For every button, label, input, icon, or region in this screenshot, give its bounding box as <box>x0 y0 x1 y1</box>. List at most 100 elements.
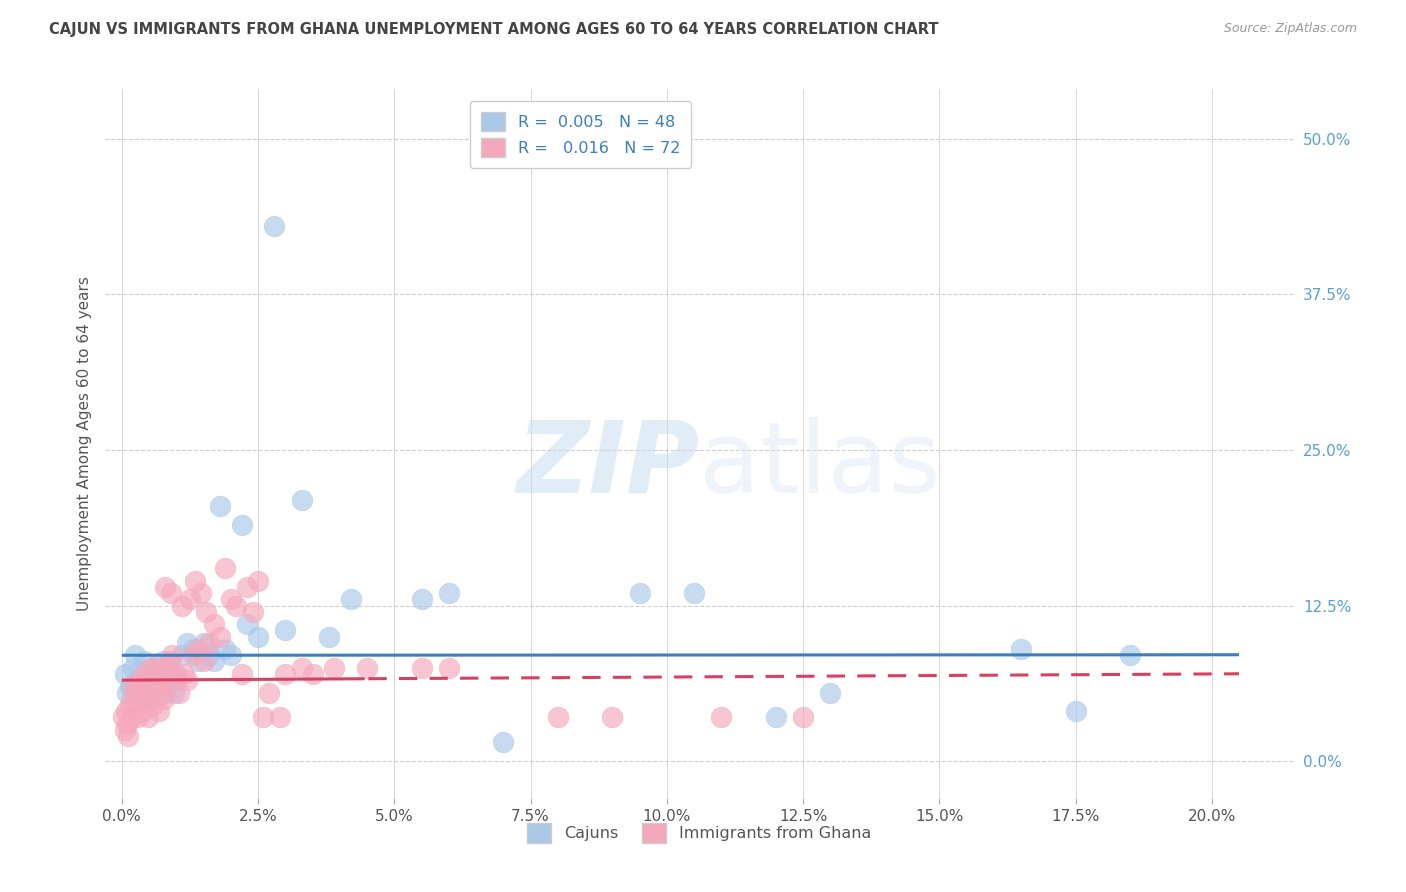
Point <box>411 661 433 675</box>
Point <box>628 586 651 600</box>
Point <box>411 592 433 607</box>
Text: CAJUN VS IMMIGRANTS FROM GHANA UNEMPLOYMENT AMONG AGES 60 TO 64 YEARS CORRELATIO: CAJUN VS IMMIGRANTS FROM GHANA UNEMPLOYM… <box>49 22 939 37</box>
Point <box>208 499 231 513</box>
Point <box>1119 648 1142 663</box>
Point <box>193 636 215 650</box>
Point <box>143 691 166 706</box>
Point <box>167 685 190 699</box>
Point <box>301 667 323 681</box>
Point <box>204 617 226 632</box>
Point <box>125 691 148 706</box>
Point <box>118 679 141 693</box>
Point <box>162 667 184 681</box>
Point <box>252 710 274 724</box>
Point <box>121 710 143 724</box>
Point <box>356 661 378 675</box>
Point <box>152 655 174 669</box>
Point <box>131 704 153 718</box>
Point <box>231 667 253 681</box>
Point <box>247 630 270 644</box>
Point <box>291 492 314 507</box>
Point <box>170 648 193 663</box>
Point <box>141 661 163 675</box>
Point <box>176 673 198 688</box>
Point <box>159 655 181 669</box>
Point <box>143 679 166 693</box>
Y-axis label: Unemployment Among Ages 60 to 64 years: Unemployment Among Ages 60 to 64 years <box>76 277 91 611</box>
Point <box>187 655 209 669</box>
Point <box>145 661 167 675</box>
Point <box>547 710 569 724</box>
Text: ZIP: ZIP <box>516 417 700 514</box>
Point <box>323 661 346 675</box>
Point <box>269 710 291 724</box>
Text: Source: ZipAtlas.com: Source: ZipAtlas.com <box>1223 22 1357 36</box>
Point <box>710 710 733 724</box>
Point <box>231 517 253 532</box>
Point <box>117 729 139 743</box>
Point <box>124 698 146 712</box>
Point <box>600 710 623 724</box>
Point <box>146 685 169 699</box>
Point <box>242 605 264 619</box>
Point <box>190 586 212 600</box>
Point <box>162 685 184 699</box>
Point <box>173 667 195 681</box>
Point <box>263 219 285 233</box>
Point <box>155 685 177 699</box>
Point <box>152 667 174 681</box>
Point <box>181 648 204 663</box>
Legend: Cajuns, Immigrants from Ghana: Cajuns, Immigrants from Ghana <box>519 815 880 851</box>
Point <box>138 673 160 688</box>
Point <box>117 685 139 699</box>
Point <box>160 667 183 681</box>
Point <box>141 691 163 706</box>
Point <box>792 710 814 724</box>
Point <box>219 648 242 663</box>
Point <box>122 679 145 693</box>
Point <box>135 691 157 706</box>
Point <box>225 599 247 613</box>
Point <box>157 661 180 675</box>
Point <box>134 667 156 681</box>
Point <box>195 605 218 619</box>
Point <box>135 691 157 706</box>
Point <box>765 710 787 724</box>
Point <box>115 704 138 718</box>
Point <box>257 685 280 699</box>
Point <box>149 679 172 693</box>
Point <box>132 679 155 693</box>
Point <box>165 667 187 681</box>
Point <box>162 648 184 663</box>
Point <box>219 592 242 607</box>
Point <box>214 642 236 657</box>
Point <box>339 592 361 607</box>
Point <box>138 673 160 688</box>
Point <box>121 661 143 675</box>
Point <box>112 710 135 724</box>
Point <box>127 710 149 724</box>
Point <box>155 580 177 594</box>
Point <box>683 586 706 600</box>
Point <box>1010 642 1032 657</box>
Point <box>114 667 136 681</box>
Point <box>124 648 146 663</box>
Point <box>179 592 201 607</box>
Point <box>157 673 180 688</box>
Point <box>128 673 150 688</box>
Point <box>136 710 159 724</box>
Point <box>160 586 183 600</box>
Point <box>117 716 139 731</box>
Point <box>142 698 165 712</box>
Point <box>139 661 162 675</box>
Point <box>127 673 149 688</box>
Point <box>437 586 460 600</box>
Point <box>198 648 221 663</box>
Point <box>236 580 259 594</box>
Text: atlas: atlas <box>700 417 941 514</box>
Point <box>132 655 155 669</box>
Point <box>820 685 842 699</box>
Point <box>193 655 215 669</box>
Point <box>214 561 236 575</box>
Point <box>146 679 169 693</box>
